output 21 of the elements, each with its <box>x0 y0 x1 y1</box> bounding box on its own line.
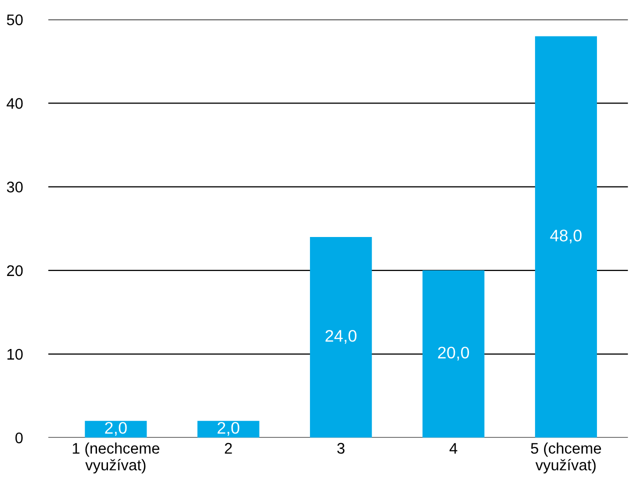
x-tick-label: 2 <box>224 442 232 454</box>
x-tick-label: 1 (nechceme využívat) <box>72 442 160 474</box>
y-tick-label: 20 <box>7 265 23 276</box>
data-label: 48,0 <box>550 230 582 244</box>
y-tick-label: 40 <box>6 98 23 109</box>
y-tick-label: 0 <box>15 432 23 444</box>
x-tick-label: 4 <box>450 443 458 454</box>
bar <box>310 236 372 438</box>
data-label: 2,0 <box>105 422 127 436</box>
bar <box>197 420 260 438</box>
y-tick-label: 10 <box>7 348 23 360</box>
x-tick-label: 3 <box>337 442 344 454</box>
bar <box>535 36 597 438</box>
x-tick-label: 5 (chceme využívat) <box>530 442 601 474</box>
data-label: 24,0 <box>326 330 356 344</box>
data-label: 2,0 <box>218 422 240 436</box>
bar <box>84 420 147 438</box>
y-tick-label: 50 <box>6 14 23 26</box>
bar <box>422 270 484 438</box>
data-label: 20,0 <box>438 346 470 360</box>
y-tick-label: 30 <box>6 182 23 192</box>
